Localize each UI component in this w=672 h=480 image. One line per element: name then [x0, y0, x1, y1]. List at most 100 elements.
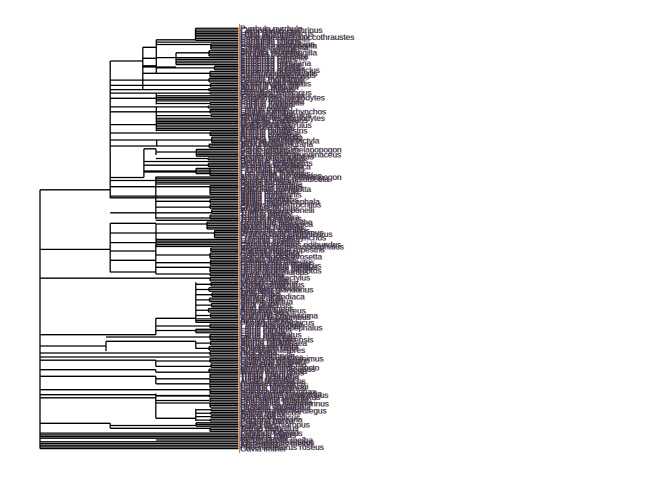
- svg-text:Charadrius dubius: Charadrius dubius: [241, 396, 307, 405]
- svg-text:Hippolais icterina: Hippolais icterina: [240, 183, 303, 192]
- svg-text:Prunella modularis: Prunella modularis: [240, 116, 308, 125]
- svg-text:Sterna paradisaea: Sterna paradisaea: [241, 339, 308, 348]
- svg-text:Petronia petronia: Petronia petronia: [240, 78, 303, 87]
- svg-text:Aythya fuligula: Aythya fuligula: [241, 317, 295, 326]
- svg-text:Fratercula arctica: Fratercula arctica: [241, 353, 305, 362]
- svg-text:Cettia cetti: Cettia cetti: [241, 202, 280, 211]
- svg-text:Columba livia: Columba livia: [240, 310, 290, 319]
- svg-text:Corvus monedula: Corvus monedula: [241, 92, 306, 101]
- svg-text:Galerida cristata: Galerida cristata: [241, 249, 301, 258]
- svg-text:Pica pica: Pica pica: [241, 90, 275, 99]
- svg-text:Somateria mollissima: Somateria mollissima: [241, 311, 319, 320]
- svg-text:Passer domesticus: Passer domesticus: [240, 73, 309, 82]
- svg-text:Locustella fluviatilis: Locustella fluviatilis: [240, 170, 310, 179]
- svg-text:Saxicola rubetra: Saxicola rubetra: [241, 221, 301, 230]
- svg-text:Jynx torquilla: Jynx torquilla: [240, 275, 288, 284]
- svg-text:Petronia petronia: Petronia petronia: [241, 78, 304, 87]
- svg-text:Saxicola rubetra: Saxicola rubetra: [240, 221, 300, 230]
- svg-text:Regulus ignicapillus: Regulus ignicapillus: [240, 159, 312, 168]
- svg-text:Remiz pendulinus: Remiz pendulinus: [241, 154, 306, 163]
- svg-text:Corvus frugilegus: Corvus frugilegus: [240, 99, 304, 108]
- svg-text:Saxicola torquata: Saxicola torquata: [241, 223, 305, 232]
- svg-text:Tringa ochropus: Tringa ochropus: [240, 374, 299, 383]
- svg-text:Sylvia undata: Sylvia undata: [241, 199, 291, 208]
- svg-text:Larus minutus: Larus minutus: [241, 325, 292, 334]
- svg-text:Locustella luscinioides: Locustella luscinioides: [240, 171, 321, 180]
- svg-text:Parus montanus: Parus montanus: [240, 149, 300, 158]
- svg-text:Rissa tridactyla: Rissa tridactyla: [241, 334, 297, 343]
- svg-text:Perdix perdix: Perdix perdix: [240, 434, 288, 443]
- svg-text:Carduelis spinus: Carduelis spinus: [240, 38, 301, 47]
- svg-text:Asio otus: Asio otus: [240, 303, 274, 312]
- svg-text:Regulus regulus: Regulus regulus: [241, 157, 300, 166]
- svg-text:Anser anser: Anser anser: [241, 308, 285, 317]
- svg-text:Strix aluco: Strix aluco: [241, 299, 280, 308]
- svg-text:Coccothraustes coccothraustes: Coccothraustes coccothraustes: [240, 33, 354, 42]
- svg-text:Streptopelia decaocto: Streptopelia decaocto: [240, 363, 320, 372]
- svg-text:Plectrophenax nivalis: Plectrophenax nivalis: [240, 69, 317, 78]
- svg-text:Cinclus cinclus: Cinclus cinclus: [240, 113, 294, 122]
- svg-text:Anthus pratensis: Anthus pratensis: [241, 130, 302, 139]
- svg-text:Larus melanocephalus: Larus melanocephalus: [241, 324, 323, 333]
- svg-text:Picoides tridactylus: Picoides tridactylus: [241, 273, 311, 282]
- svg-text:Tachymarptis melba: Tachymarptis melba: [241, 439, 314, 448]
- svg-text:Muscicapa striata: Muscicapa striata: [241, 161, 305, 170]
- svg-text:Acrocephalus arundinaceus: Acrocephalus arundinaceus: [241, 151, 342, 160]
- svg-text:Limosa limosa: Limosa limosa: [240, 362, 293, 371]
- svg-text:Luscinia megarhynchos: Luscinia megarhynchos: [240, 234, 326, 243]
- svg-text:Carduelis spinus: Carduelis spinus: [241, 38, 302, 47]
- svg-text:Corvus monedula: Corvus monedula: [240, 97, 305, 106]
- svg-text:Actitis hypoleucos: Actitis hypoleucos: [241, 377, 307, 386]
- svg-text:Tringa erythropus: Tringa erythropus: [240, 369, 304, 378]
- svg-text:Clamator glandarius: Clamator glandarius: [240, 286, 313, 295]
- svg-text:Remiz pendulinus: Remiz pendulinus: [240, 154, 305, 163]
- svg-text:Alectoris rufa: Alectoris rufa: [240, 433, 288, 442]
- svg-text:Regulus ignicapillus: Regulus ignicapillus: [240, 159, 312, 168]
- svg-text:Alauda arvensis: Alauda arvensis: [241, 247, 299, 256]
- svg-text:Chlidonias niger: Chlidonias niger: [240, 343, 299, 352]
- svg-text:Dendrocopos leucotos: Dendrocopos leucotos: [240, 266, 321, 275]
- svg-text:Lymnocryptes minimus: Lymnocryptes minimus: [241, 355, 324, 364]
- svg-text:Sterna sandvicensis: Sterna sandvicensis: [241, 336, 314, 345]
- svg-text:Sterna paradisaea: Sterna paradisaea: [240, 339, 307, 348]
- svg-text:Locustella fluviatilis: Locustella fluviatilis: [241, 170, 311, 179]
- svg-text:Serinus serinus: Serinus serinus: [241, 45, 297, 54]
- svg-text:Luscinia megarhynchos: Luscinia megarhynchos: [241, 107, 327, 116]
- svg-text:Calidris ferruginea: Calidris ferruginea: [241, 384, 308, 393]
- svg-text:Otus scops: Otus scops: [240, 289, 281, 298]
- svg-text:Sylvia borin: Sylvia borin: [241, 189, 284, 198]
- svg-text:Sterna hirundo: Sterna hirundo: [241, 337, 295, 346]
- svg-text:Regulus regulus: Regulus regulus: [241, 157, 300, 166]
- svg-text:Numenius phaeopus: Numenius phaeopus: [240, 365, 315, 374]
- svg-text:Aegithalos caudatus: Aegithalos caudatus: [240, 152, 314, 161]
- svg-text:Lullula arborea: Lullula arborea: [241, 254, 296, 263]
- svg-text:Acrocephalus arundinaceus: Acrocephalus arundinaceus: [240, 151, 341, 160]
- svg-text:Garrulus glandarius: Garrulus glandarius: [240, 88, 311, 97]
- svg-text:Clamator glandarius: Clamator glandarius: [241, 286, 314, 295]
- svg-text:Chroicocephalus ridibundus: Chroicocephalus ridibundus: [240, 241, 341, 250]
- svg-text:Nyctea scandiaca: Nyctea scandiaca: [240, 292, 305, 301]
- svg-text:Loxia pytyopsittacus: Loxia pytyopsittacus: [240, 29, 314, 38]
- svg-text:Picus canus: Picus canus: [241, 272, 285, 281]
- svg-text:Turdus iliacus: Turdus iliacus: [241, 209, 291, 218]
- svg-text:Chroicocephalus ridibundus: Chroicocephalus ridibundus: [241, 241, 342, 250]
- svg-text:Regulus ignicapillus: Regulus ignicapillus: [241, 159, 313, 168]
- svg-text:Emberiza aureola: Emberiza aureola: [241, 64, 306, 73]
- svg-text:Petronia petronia: Petronia petronia: [240, 78, 303, 87]
- svg-text:Sylvia cantillans: Sylvia cantillans: [241, 177, 299, 186]
- svg-text:Picus viridis: Picus viridis: [240, 270, 283, 279]
- svg-text:Otus scops: Otus scops: [241, 289, 282, 298]
- svg-text:Larus marinus: Larus marinus: [240, 332, 292, 341]
- svg-text:Streptopelia decaocto: Streptopelia decaocto: [241, 363, 321, 372]
- svg-text:Galerida cristata: Galerida cristata: [240, 249, 300, 258]
- svg-text:Recurvirostra avosetta: Recurvirostra avosetta: [240, 389, 322, 398]
- svg-text:Phasianus colchicus: Phasianus colchicus: [240, 318, 314, 327]
- svg-text:Monticola saxatilis: Monticola saxatilis: [240, 225, 306, 234]
- svg-text:Numenius phaeopus: Numenius phaeopus: [241, 365, 316, 374]
- svg-text:Sturnus roseus: Sturnus roseus: [240, 85, 295, 94]
- svg-text:Calidris alpina: Calidris alpina: [241, 386, 293, 395]
- svg-text:Emberiza pusilla: Emberiza pusilla: [241, 62, 302, 71]
- svg-text:Tringa erythropus: Tringa erythropus: [240, 369, 304, 378]
- svg-text:Regulus regulus: Regulus regulus: [240, 204, 299, 213]
- svg-text:Luscinia megarhynchos: Luscinia megarhynchos: [241, 234, 327, 243]
